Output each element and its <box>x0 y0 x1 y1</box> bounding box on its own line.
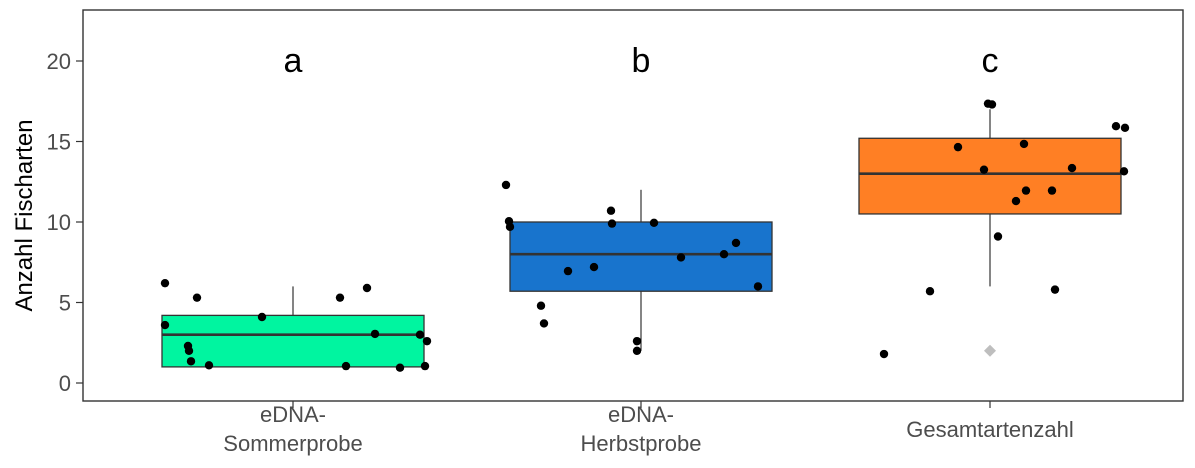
data-point-2-6 <box>993 232 1003 241</box>
box-0 <box>161 314 425 368</box>
data-point-1-15 <box>753 282 763 291</box>
x-tick-label-1-0: eDNA- <box>608 402 674 427</box>
x-tick-label-0-1: Sommerprobe <box>223 431 362 456</box>
data-point-1-0 <box>501 180 511 190</box>
data-point-1-5 <box>539 319 549 328</box>
data-point-0-2 <box>192 293 202 302</box>
data-point-0-12 <box>395 363 405 372</box>
data-point-0-5 <box>186 357 196 366</box>
data-point-0-11 <box>341 361 351 371</box>
data-point-2-3 <box>979 165 989 174</box>
significance-letter-2: c <box>982 42 999 80</box>
box-1 <box>509 221 773 292</box>
data-point-1-7 <box>606 206 616 215</box>
y-tick-label-2: 10 <box>47 210 71 235</box>
box-2 <box>858 137 1122 215</box>
plot-panel <box>82 9 1184 402</box>
data-point-0-10 <box>370 329 380 339</box>
significance-letter-0: a <box>284 42 303 80</box>
data-point-1-13 <box>719 250 729 259</box>
data-point-1-11 <box>649 218 659 228</box>
data-point-0-4 <box>184 346 194 355</box>
data-point-2-8 <box>1021 186 1031 195</box>
x-tick-label-0-0: eDNA- <box>260 402 326 427</box>
y-tick-label-1: 5 <box>59 291 71 316</box>
data-point-2-1 <box>925 287 935 296</box>
outlier-2-0 <box>984 344 996 357</box>
data-point-0-1 <box>160 320 170 330</box>
data-point-2-13 <box>1111 122 1121 131</box>
panel-border <box>82 9 1184 402</box>
data-point-2-7 <box>1019 139 1029 149</box>
data-point-0-8 <box>335 293 345 302</box>
data-point-2-12 <box>1067 163 1077 173</box>
boxes-layer <box>161 109 1122 368</box>
y-tick-label-0: 0 <box>59 371 71 396</box>
data-point-0-14 <box>422 336 432 346</box>
data-point-2-15 <box>1120 123 1130 133</box>
y-tick-label-3: 15 <box>47 130 71 155</box>
data-point-2-11 <box>1050 285 1060 294</box>
data-point-0-7 <box>257 312 267 322</box>
data-point-2-10 <box>1047 186 1057 195</box>
data-point-2-0 <box>879 349 889 359</box>
data-point-2-2 <box>953 142 963 152</box>
x-tick-label-2-0: Gesamtartenzahl <box>906 417 1074 442</box>
axes-layer: eDNA- Sommerprobe eDNA- Herbstprobe Gesamtar… <box>47 49 1074 456</box>
data-point-1-2 <box>505 222 515 232</box>
y-axis-title: Anzahl Fischarten <box>11 119 38 311</box>
data-point-1-12 <box>676 253 686 262</box>
data-point-1-14 <box>731 238 741 248</box>
data-point-2-5 <box>987 100 997 109</box>
data-point-2-14 <box>1119 167 1129 176</box>
y-tick-label-4: 20 <box>47 49 71 74</box>
data-point-0-13 <box>415 330 425 339</box>
data-point-1-6 <box>589 262 599 272</box>
points-layer <box>160 99 1130 372</box>
significance-letter-1: b <box>632 42 651 80</box>
data-point-0-0 <box>160 278 170 288</box>
data-point-2-9 <box>1011 196 1021 206</box>
data-point-1-8 <box>607 219 617 228</box>
x-tick-label-1-1: Herbstprobe <box>580 431 701 456</box>
data-point-0-15 <box>420 361 430 371</box>
data-point-1-3 <box>536 301 546 310</box>
data-point-1-9 <box>632 336 642 346</box>
data-point-0-9 <box>362 283 372 293</box>
data-point-0-6 <box>204 361 214 370</box>
data-point-1-10 <box>632 346 642 355</box>
significance-letters: a b c <box>284 42 999 80</box>
data-point-1-4 <box>563 266 573 276</box>
